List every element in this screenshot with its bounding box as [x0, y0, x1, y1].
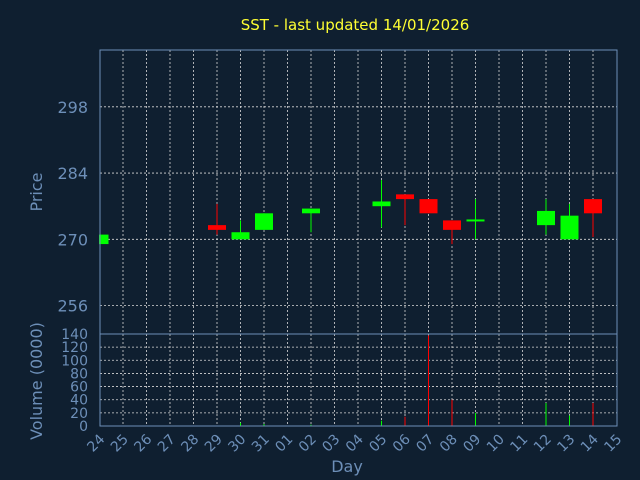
price-tick-label: 256 — [57, 297, 88, 316]
price-panel: 298 284 270 256 — [57, 49, 618, 335]
x-tick-label: 10 — [484, 432, 508, 456]
x-tick-label: 01 — [272, 432, 296, 456]
x-tick-label: 29 — [202, 432, 226, 456]
price-tick-label: 284 — [57, 164, 88, 183]
x-tick-label: 04 — [343, 431, 367, 455]
candle-body — [208, 225, 226, 230]
x-tick-label: 13 — [554, 432, 578, 456]
price-tick-label: 270 — [57, 230, 88, 249]
candle-body — [443, 220, 461, 230]
x-tick-label: 25 — [108, 432, 132, 456]
candle-body — [372, 201, 391, 207]
candle-body — [537, 210, 555, 226]
x-tick-label: 06 — [390, 431, 414, 455]
x-tick-label: 27 — [155, 432, 179, 456]
x-tick-label: 07 — [413, 432, 437, 456]
x-tick-label: 12 — [531, 432, 555, 456]
x-tick-label: 02 — [296, 432, 320, 456]
volume-tick-label: 120 — [61, 340, 88, 356]
x-tick-label: 11 — [507, 432, 531, 456]
x-tick-label: 03 — [319, 432, 343, 456]
x-tick-label: 05 — [366, 432, 390, 456]
volume-tick-label: 100 — [61, 353, 88, 369]
volume-tick-label: 0 — [79, 419, 88, 435]
x-tick-label: 26 — [131, 431, 155, 455]
x-tick-label: 31 — [249, 432, 273, 456]
price-tick-label: 298 — [57, 98, 88, 117]
candle-body — [466, 219, 485, 222]
candle-body — [584, 199, 602, 214]
x-tick-label: 09 — [460, 432, 484, 456]
x-tick-label: 15 — [601, 432, 625, 456]
volume-tick-label: 20 — [70, 406, 88, 422]
x-tick-label: 08 — [437, 432, 461, 456]
x-tick-label: 24 — [84, 431, 108, 455]
candle-body — [419, 199, 438, 214]
candle-body — [560, 215, 579, 240]
price-plot-border — [99, 49, 618, 335]
volume-tick-label: 40 — [70, 393, 88, 409]
volume-tick-label: 80 — [70, 366, 88, 382]
x-axis-label: Day — [331, 457, 363, 476]
volume-tick-label: 140 — [61, 327, 88, 343]
x-axis-ticks: 24 25 26 27 28 29 30 31 01 02 03 04 05 06 07 08 09 10 11 12… — [84, 431, 625, 455]
x-tick-label: 14 — [578, 431, 602, 455]
volume-plot-border — [99, 333, 618, 427]
chart-title: SST - last updated 14/01/2026 — [241, 16, 470, 34]
candle-body — [231, 232, 250, 240]
candle-body — [396, 194, 414, 200]
candle-body — [302, 208, 320, 214]
price-axis-label: Price — [27, 172, 46, 211]
x-tick-label: 30 — [225, 432, 249, 456]
candle-body — [255, 213, 273, 230]
volume-axis-label: Volume (0000) — [27, 322, 46, 440]
x-tick-label: 28 — [178, 432, 202, 456]
candle-body — [100, 234, 109, 245]
volume-tick-label: 60 — [70, 380, 88, 396]
